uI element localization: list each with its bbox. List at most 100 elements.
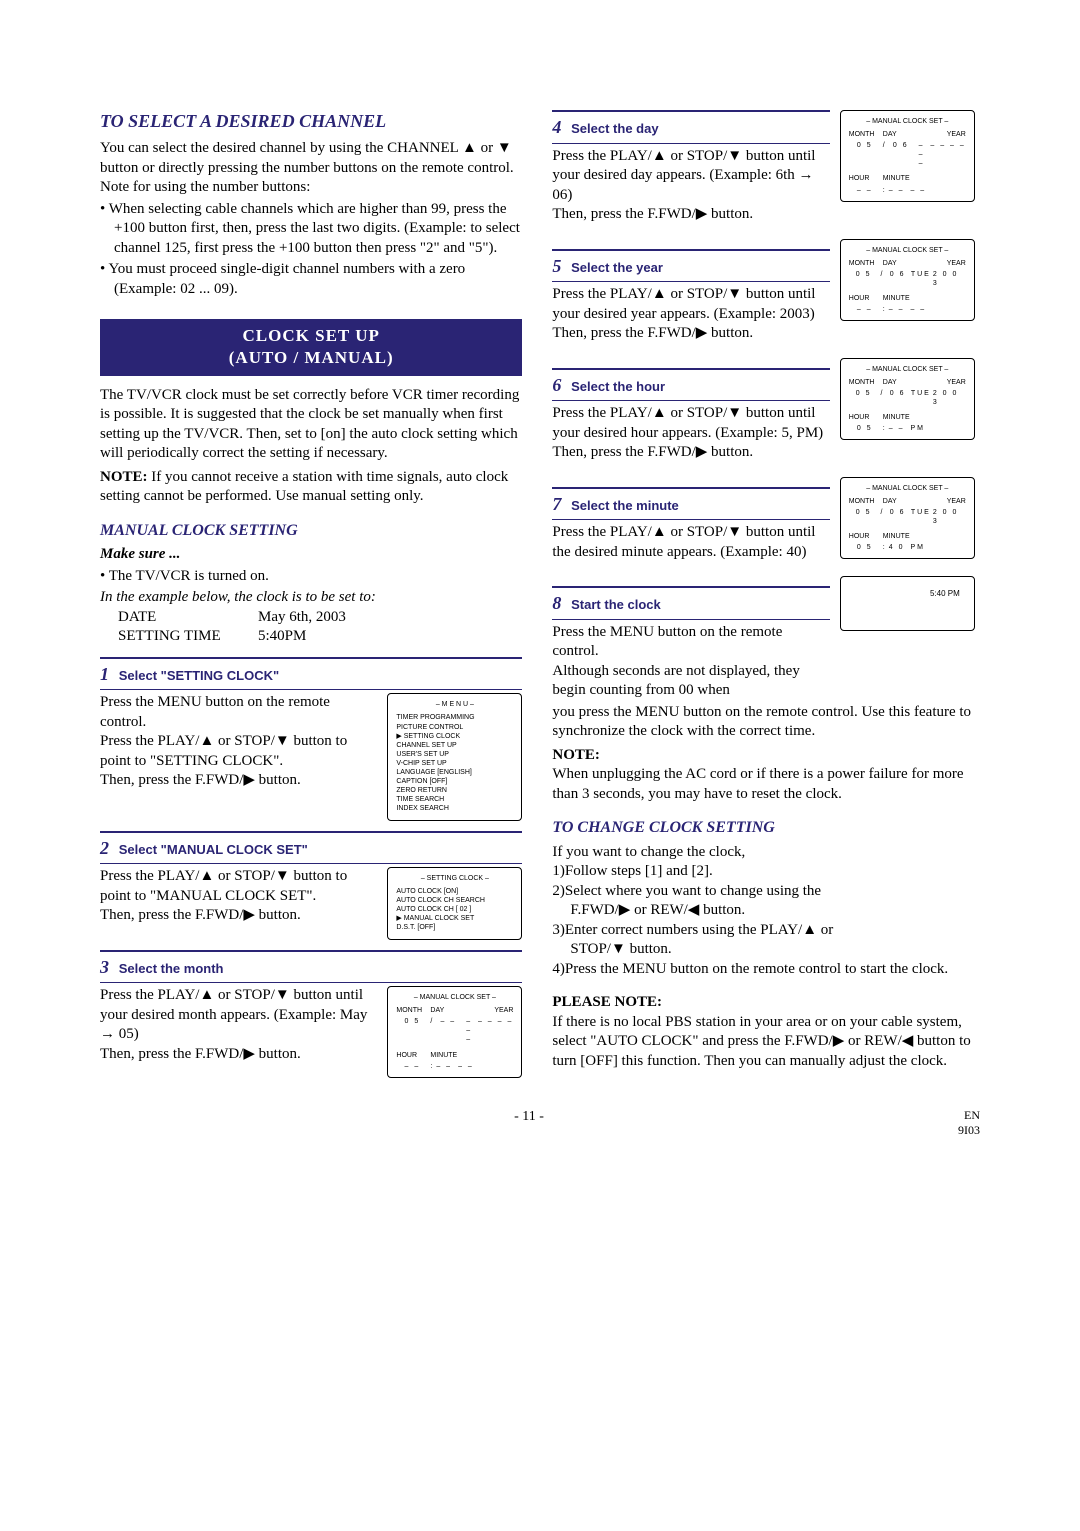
mcs3-day-lbl: DAY [430,1006,454,1015]
step-1-body: Press the MENU button on the remote cont… [100,693,522,820]
mcs7-y: YEAR [947,497,966,506]
mcs6-title: – MANUAL CLOCK SET – [849,365,966,374]
step-8-text1: Press the MENU button on the remote cont… [552,623,829,662]
time-value: 5:40PM [258,628,306,644]
menu-item-6: LANGUAGE [ENGLISH] [396,768,513,777]
box-line-2: (AUTO / MANUAL) [104,347,518,369]
heading-manual-clock: MANUAL CLOCK SETTING [100,521,522,542]
mcs7-title: – MANUAL CLOCK SET – [849,484,966,493]
mcs5-mi: MINUTE [883,294,910,303]
mcs7-hv: 0 5 [849,543,881,552]
mcs7-yv: 2 0 0 3 [933,508,966,526]
mcs3-title: – MANUAL CLOCK SET – [396,993,513,1002]
bullet-1: When selecting cable channels which are … [100,200,522,259]
mcs6-dv: 0 6 [887,389,909,407]
left-column: TO SELECT A DESIRED CHANNEL You can sele… [100,110,522,1078]
mcs4-dow: – – – [915,141,929,168]
step-4-text: Press the PLAY/▲ or STOP/▼ button until … [552,147,829,225]
note-label: NOTE: [100,469,148,485]
footer-lang: EN [964,1108,980,1122]
box-clock-setup: CLOCK SET UP (AUTO / MANUAL) [100,319,522,375]
clock-display: 5:40 PM [849,583,966,605]
step-7-num: 7 [552,494,561,514]
please-note-text: If there is no local PBS station in your… [552,1014,970,1069]
mcs3-hour-lbl: HOUR [396,1051,428,1060]
mcs5-dv: 0 6 [887,270,909,288]
mcs7-ap: PM [910,543,925,552]
step-7-label: Select the minute [571,498,679,513]
right-column: 4 Select the day Press the PLAY/▲ or STO… [552,110,974,1078]
screen-mcs-7: – MANUAL CLOCK SET – MONTH DAY YEAR 0 5/… [840,477,975,560]
step-2-body: Press the PLAY/▲ or STOP/▼ button to poi… [100,867,522,940]
menu-item-1: PICTURE CONTROL [396,723,513,732]
mcs3-year-lbl: YEAR [494,1006,513,1015]
menu-item-0: TIMER PROGRAMMING [396,713,513,722]
mcs6-mv: 0 5 [849,389,879,407]
step-8-label: Start the clock [571,597,661,612]
mcs4-mv: 0 5 [849,141,881,168]
screen-time: 5:40 PM [840,576,975,631]
mcs5-m: MONTH [849,259,881,268]
box-line-1: CLOCK SET UP [104,325,518,347]
mcs7-miv: 4 0 [889,543,905,552]
mcs5-h: HOUR [849,294,881,303]
step-4-num: 4 [552,117,561,137]
mcs6-mi: MINUTE [883,413,910,422]
example-line: In the example below, the clock is to be… [100,588,522,608]
step-3-num: 3 [100,957,109,977]
change-intro: If you want to change the clock, [552,843,974,863]
menu-item-8: ZERO RETURN [396,786,513,795]
heading-change-clock: TO CHANGE CLOCK SETTING [552,818,974,839]
page-number: - 11 - [514,1108,544,1139]
heading-select-channel: TO SELECT A DESIRED CHANNEL [100,110,522,133]
screen-mcs-5: – MANUAL CLOCK SET – MONTH DAY YEAR 0 5/… [840,239,975,322]
mcs6-miv: – – [889,424,905,433]
mcs6-y: YEAR [947,378,966,387]
mcs4-yv: – – – – [930,141,965,168]
channel-text-2: Note for using the number buttons: [100,178,522,198]
change-3b: STOP/▼ button. [552,940,974,960]
setclock-title: – SETTING CLOCK – [396,874,513,883]
step-6: 6 Select the hour Press the PLAY/▲ or ST… [552,358,974,463]
mcs3-min-lbl: MINUTE [430,1051,457,1060]
menu-item-3: CHANNEL SET UP [396,741,513,750]
step-4: 4 Select the day Press the PLAY/▲ or STO… [552,110,974,225]
step-3-body: Press the PLAY/▲ or STOP/▼ button until … [100,986,522,1078]
sc-item-0: AUTO CLOCK [ON] [396,887,513,896]
step-2-label: Select "MANUAL CLOCK SET" [119,842,308,857]
step-1-label: Select "SETTING CLOCK" [119,668,279,683]
sc-item-3: ▶ MANUAL CLOCK SET [396,914,513,923]
mcs6-ap: PM [910,424,925,433]
menu-item-7: CAPTION [OFF] [396,777,513,786]
mcs5-y: YEAR [947,259,966,268]
mcs6-d: DAY [883,378,907,387]
screen-mcs-3: – MANUAL CLOCK SET – MONTH DAY YEAR 0 5 … [387,986,522,1078]
mcs4-d: DAY [883,130,907,139]
menu-item-4: USER'S SET UP [396,750,513,759]
mcs5-mv: 0 5 [849,270,879,288]
change-2b: F.FWD/▶ or REW/◀ button. [552,901,974,921]
screen-setting-clock: – SETTING CLOCK – AUTO CLOCK [ON] AUTO C… [387,867,522,940]
screen-mcs-4: – MANUAL CLOCK SET – MONTH DAY YEAR 0 5/… [840,110,975,202]
step-5-label: Select the year [571,260,663,275]
screen-mcs-6: – MANUAL CLOCK SET – MONTH DAY YEAR 0 5/… [840,358,975,441]
step-5-num: 5 [552,256,561,276]
mcs4-mi: MINUTE [883,174,910,183]
change-4: 4)Press the MENU button on the remote co… [552,960,974,980]
mcs7-dv: 0 6 [887,508,909,526]
mcs7-mv: 0 5 [849,508,879,526]
note-text: If you cannot receive a station with tim… [100,469,508,505]
please-note-label: PLEASE NOTE: [552,994,662,1010]
make-sure-label: Make sure ... [100,545,522,565]
clock-note: NOTE: If you cannot receive a station wi… [100,468,522,507]
step-8-num: 8 [552,593,561,613]
change-2: 2)Select where you want to change using … [552,882,974,902]
step-6-label: Select the hour [571,379,665,394]
step-3-text: Press the PLAY/▲ or STOP/▼ button until … [100,986,379,1064]
note2-label: NOTE: [552,747,600,763]
mcs7-dow: TUE [911,508,931,526]
page-footer: - 11 - EN 9I03 [100,1108,980,1139]
mcs6-h: HOUR [849,413,881,422]
mcs6-hv: 0 5 [849,424,881,433]
page-columns: TO SELECT A DESIRED CHANNEL You can sele… [100,110,980,1078]
